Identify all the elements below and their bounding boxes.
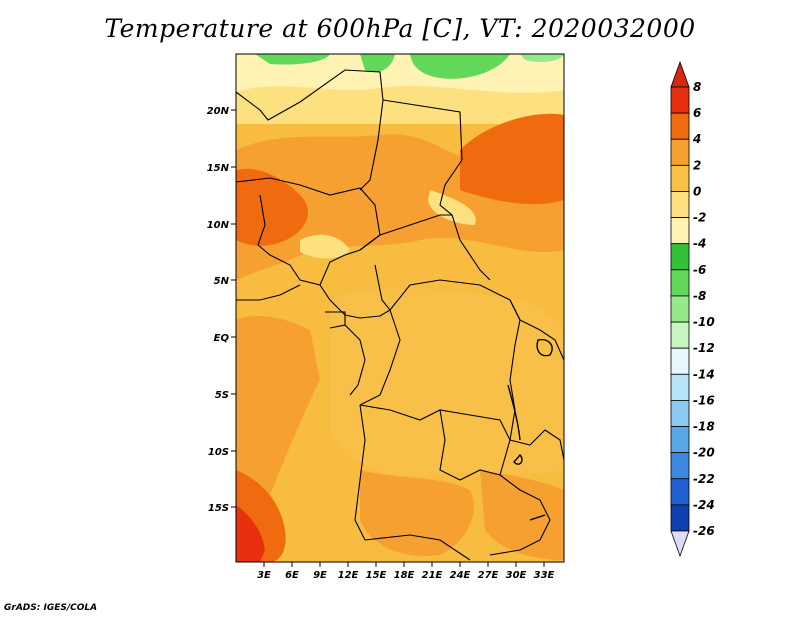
lat-label: 15S: [208, 503, 229, 514]
colorbar-swatch: [670, 347, 690, 375]
latitude-axis: 20N 15N 10N 5N EQ 5S 10S 15S: [207, 106, 236, 514]
colorbar-swatch: [670, 269, 690, 297]
colorbar-label: 0: [693, 184, 701, 198]
temperature-field: [236, 54, 564, 562]
lat-label: 10N: [207, 220, 230, 231]
colorbar-top-arrow: [670, 60, 690, 88]
country-borders: [236, 69, 564, 561]
colorbar-label: 6: [693, 106, 701, 120]
colorbar-swatch: [670, 504, 690, 532]
colorbar-swatch: [670, 164, 690, 192]
colorbar-swatch: [670, 191, 690, 218]
colorbar-label: 4: [692, 132, 701, 146]
colorbar-label: -14: [693, 367, 715, 381]
colorbar-swatch: [670, 452, 690, 480]
colorbar-label: -8: [693, 289, 706, 303]
lon-label: 3E: [257, 570, 271, 581]
lat-label: 10S: [208, 447, 229, 458]
grads-credit: GrADS: IGES/COLA: [4, 603, 98, 613]
colorbar-label: -16: [693, 393, 715, 407]
colorbar-label: -12: [693, 341, 715, 355]
colorbar-swatch: [670, 426, 690, 454]
colorbar-label: -24: [693, 498, 715, 512]
map-frame: [235, 53, 565, 563]
lakes: [507, 338, 553, 521]
lat-label: 5S: [215, 390, 229, 401]
colorbar-swatch: [670, 373, 690, 401]
colorbar-label: 8: [693, 80, 701, 94]
colorbar-label: 2: [693, 158, 701, 172]
colorbar-label: -22: [693, 472, 715, 486]
colorbar-swatch: [670, 86, 690, 114]
colorbar-label: -20: [693, 446, 715, 460]
colorbar-swatch: [670, 400, 690, 427]
colorbar-bottom-arrow: [670, 530, 690, 558]
colorbar-swatch: [670, 138, 690, 166]
lon-label: 30E: [506, 570, 527, 581]
colorbar-label: -18: [693, 420, 715, 434]
colorbar-swatch: [670, 321, 690, 349]
lon-label: 18E: [394, 570, 415, 581]
colorbar-label: -26: [693, 524, 715, 538]
lon-label: 9E: [313, 570, 327, 581]
colorbar-swatch: [670, 243, 690, 271]
colorbar-swatch: [670, 112, 690, 140]
colorbar-swatch: [670, 295, 690, 323]
longitude-axis: 3E 6E 9E 12E 15E 18E 21E 24E 27E 30E 33E: [257, 562, 555, 581]
colorbar-label: -4: [693, 237, 706, 251]
colorbar-label: -10: [693, 315, 715, 329]
lon-label: 27E: [478, 570, 499, 581]
lon-label: 33E: [534, 570, 555, 581]
colorbar-swatch: [670, 478, 690, 506]
lon-label: 15E: [366, 570, 387, 581]
lat-label: 20N: [207, 106, 230, 117]
lat-label: 15N: [207, 163, 230, 174]
lat-label: 5N: [214, 276, 230, 287]
lon-label: 6E: [285, 570, 299, 581]
colorbar-label: -6: [693, 263, 706, 277]
colorbar-swatch: [670, 217, 690, 245]
lon-label: 21E: [422, 570, 443, 581]
lon-label: 12E: [338, 570, 359, 581]
colorbar-label: -2: [693, 211, 706, 225]
lat-label: EQ: [214, 333, 230, 344]
map-title: Temperature at 600hPa [C], VT: 202003200…: [104, 14, 696, 43]
lon-label: 24E: [450, 570, 471, 581]
colorbar: 8 6 4 2 0 -2 -4 -6 -8 -10 -12 -14 -16 -18 -20 -22 -24 -26: [670, 60, 715, 558]
